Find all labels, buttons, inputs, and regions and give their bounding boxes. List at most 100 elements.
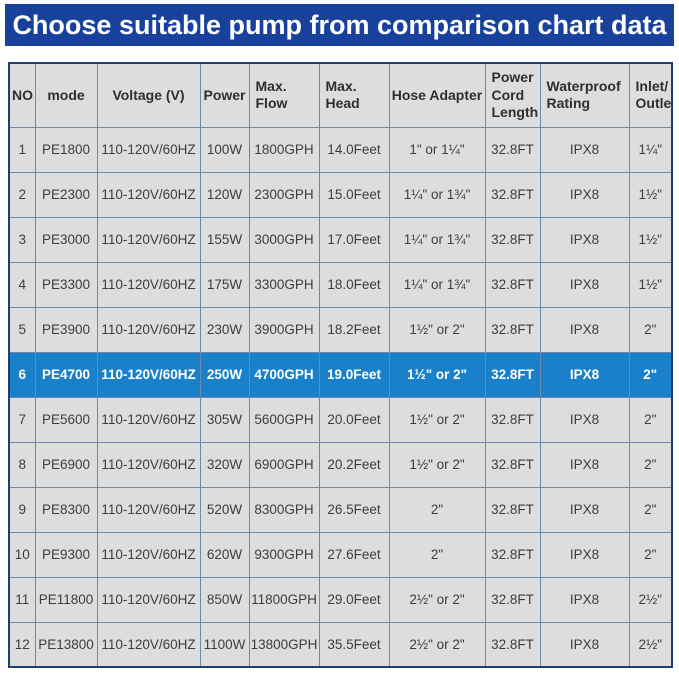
table-cell: 2½" or 2" xyxy=(388,576,486,623)
table-cell: 32.8FT xyxy=(484,306,541,353)
table-row: 7 PE5600 110-120V/60HZ 305W 5600GPH 20.0Feet 1… xyxy=(8,396,673,443)
header-cell: Inlet/ Outlet xyxy=(628,62,673,128)
table-row: 3 PE3000 110-120V/60HZ 155W 3000GPH 17.0Feet 1… xyxy=(8,216,673,263)
table-cell: 20.0Feet xyxy=(318,396,390,443)
table-row: 6 PE4700 110-120V/60HZ 250W 4700GPH 19.0Feet 1… xyxy=(8,351,673,398)
table-cell: 4 xyxy=(8,261,36,308)
table-cell: 4700GPH xyxy=(248,351,320,398)
table-cell: 32.8FT xyxy=(484,351,541,398)
table-cell: 1100W xyxy=(199,621,250,668)
table-cell: 620W xyxy=(199,531,250,578)
table-cell: 110-120V/60HZ xyxy=(96,261,201,308)
table-row: 5 PE3900 110-120V/60HZ 230W 3900GPH 18.2Feet 1… xyxy=(8,306,673,353)
table-cell: IPX8 xyxy=(539,531,630,578)
table-cell: 1800GPH xyxy=(248,126,320,173)
title-banner: Choose suitable pump from comparison cha… xyxy=(5,4,674,46)
table-cell: 19.0Feet xyxy=(318,351,390,398)
pump-comparison-table: NO mode Voltage (V) Power Max. Flow Max. Head… xyxy=(8,62,673,668)
table-cell: PE2300 xyxy=(34,171,98,218)
table-cell: 110-120V/60HZ xyxy=(96,531,201,578)
table-cell: 32.8FT xyxy=(484,621,541,668)
header-row: NO mode Voltage (V) Power Max. Flow Max. Head… xyxy=(8,62,673,128)
table-cell: 1½" xyxy=(628,261,673,308)
table-cell: 305W xyxy=(199,396,250,443)
table-cell: 175W xyxy=(199,261,250,308)
table-cell: 1¼" or 1¾" xyxy=(388,261,486,308)
table-body: 1 PE1800 110-120V/60HZ 100W 1800GPH 14.0Feet 1… xyxy=(8,126,673,668)
table-cell: 1¼" or 1¾" xyxy=(388,171,486,218)
table-cell: PE8300 xyxy=(34,486,98,533)
header-cell: Power Cord Length xyxy=(484,62,541,128)
table-cell: PE6900 xyxy=(34,441,98,488)
table-cell: 110-120V/60HZ xyxy=(96,576,201,623)
table-cell: 110-120V/60HZ xyxy=(96,216,201,263)
table-row: 2 PE2300 110-120V/60HZ 120W 2300GPH 15.0Feet 1… xyxy=(8,171,673,218)
table-row: 10 PE9300 110-120V/60HZ 620W 9300GPH 27.6Feet… xyxy=(8,531,673,578)
table-cell: 32.8FT xyxy=(484,576,541,623)
table-cell: 2" xyxy=(388,531,486,578)
table-cell: 110-120V/60HZ xyxy=(96,621,201,668)
table-row: 4 PE3300 110-120V/60HZ 175W 3300GPH 18.0Feet 1… xyxy=(8,261,673,308)
table-cell: 850W xyxy=(199,576,250,623)
table-cell: 8 xyxy=(8,441,36,488)
table-cell: 155W xyxy=(199,216,250,263)
table-cell: 11 xyxy=(8,576,36,623)
table-cell: 5600GPH xyxy=(248,396,320,443)
header-cell: Hose Adapter xyxy=(388,62,486,128)
table-cell: IPX8 xyxy=(539,126,630,173)
table-cell: IPX8 xyxy=(539,351,630,398)
table-cell: 32.8FT xyxy=(484,396,541,443)
table-cell: 12 xyxy=(8,621,36,668)
table-cell: 1½" or 2" xyxy=(388,396,486,443)
table-cell: 2" xyxy=(628,441,673,488)
table-cell: 320W xyxy=(199,441,250,488)
table-cell: PE9300 xyxy=(34,531,98,578)
table-row: 11 PE11800 110-120V/60HZ 850W 11800GPH 29.0Fe… xyxy=(8,576,673,623)
table-cell: IPX8 xyxy=(539,441,630,488)
table-cell: 2300GPH xyxy=(248,171,320,218)
table-cell: 32.8FT xyxy=(484,531,541,578)
table-cell: 32.8FT xyxy=(484,441,541,488)
table-cell: 2 xyxy=(8,171,36,218)
table-cell: IPX8 xyxy=(539,306,630,353)
table-cell: 2" xyxy=(388,486,486,533)
table-cell: 15.0Feet xyxy=(318,171,390,218)
table-cell: 32.8FT xyxy=(484,126,541,173)
table-cell: 120W xyxy=(199,171,250,218)
table-cell: 2" xyxy=(628,306,673,353)
table-cell: 520W xyxy=(199,486,250,533)
table-row: 9 PE8300 110-120V/60HZ 520W 8300GPH 26.5Feet 2… xyxy=(8,486,673,533)
table-cell: 35.5Feet xyxy=(318,621,390,668)
table-cell: 20.2Feet xyxy=(318,441,390,488)
table-cell: 250W xyxy=(199,351,250,398)
table-cell: 32.8FT xyxy=(484,261,541,308)
table-cell: 11800GPH xyxy=(248,576,320,623)
table-cell: 2" xyxy=(628,396,673,443)
table-cell: 8300GPH xyxy=(248,486,320,533)
table-cell: 6900GPH xyxy=(248,441,320,488)
table-cell: 110-120V/60HZ xyxy=(96,396,201,443)
table-cell: IPX8 xyxy=(539,621,630,668)
table-cell: PE5600 xyxy=(34,396,98,443)
table-cell: 110-120V/60HZ xyxy=(96,486,201,533)
table-cell: 27.6Feet xyxy=(318,531,390,578)
table-cell: 2½" xyxy=(628,621,673,668)
page-title: Choose suitable pump from comparison cha… xyxy=(12,10,667,40)
table-cell: 100W xyxy=(199,126,250,173)
table-cell: 17.0Feet xyxy=(318,216,390,263)
table-cell: IPX8 xyxy=(539,486,630,533)
table-cell: PE3900 xyxy=(34,306,98,353)
table-cell: 1½" or 2" xyxy=(388,351,486,398)
table-cell: PE11800 xyxy=(34,576,98,623)
header-cell: Max. Head xyxy=(318,62,390,128)
table-cell: 1½" or 2" xyxy=(388,306,486,353)
table-cell: 6 xyxy=(8,351,36,398)
table-cell: 1" or 1¼" xyxy=(388,126,486,173)
header-cell: Max. Flow xyxy=(248,62,320,128)
table-cell: IPX8 xyxy=(539,576,630,623)
table-cell: 18.0Feet xyxy=(318,261,390,308)
table-cell: IPX8 xyxy=(539,261,630,308)
table-cell: 3300GPH xyxy=(248,261,320,308)
table-header: NO mode Voltage (V) Power Max. Flow Max. Head… xyxy=(8,62,673,128)
table-cell: 26.5Feet xyxy=(318,486,390,533)
